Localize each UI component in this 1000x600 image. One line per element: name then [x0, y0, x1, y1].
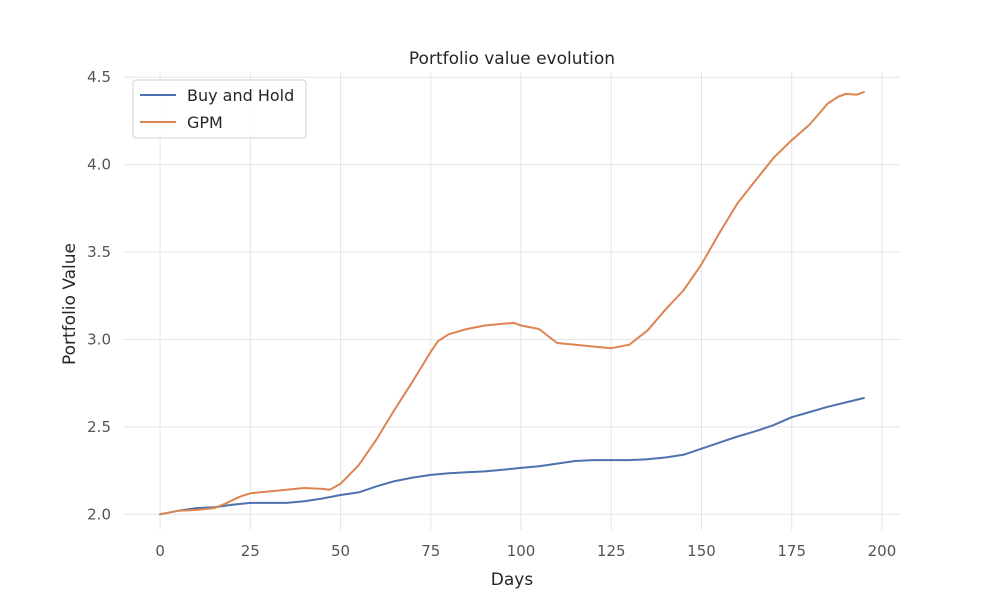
legend-label-buy-and-hold: Buy and Hold	[187, 86, 294, 105]
x-tick-label: 75	[421, 542, 440, 560]
y-tick-label: 3.0	[87, 330, 111, 348]
grid-lines	[124, 72, 900, 530]
y-tick-label: 2.0	[87, 505, 111, 523]
y-tick-label: 4.5	[87, 68, 111, 86]
x-axis-label: Days	[491, 570, 534, 590]
series-line-gpm	[159, 91, 865, 516]
legend: Buy and Hold GPM	[132, 79, 307, 139]
tick-labels: 0 25 50 75 100 125 150 175 200 2.0 2.5 3.0 3.5 4.0 4.5	[87, 68, 896, 560]
legend-box	[132, 79, 307, 139]
x-tick-label: 200	[868, 542, 897, 560]
legend-label-gpm: GPM	[187, 113, 223, 132]
x-tick-label: 25	[241, 542, 260, 560]
series-lines	[159, 91, 865, 516]
x-tick-label: 100	[507, 542, 536, 560]
y-axis-label: Portfolio Value	[60, 243, 80, 365]
x-tick-label: 50	[331, 542, 350, 560]
x-tick-label: 125	[597, 542, 626, 560]
y-tick-label: 4.0	[87, 156, 111, 174]
chart-title: Portfolio value evolution	[409, 49, 615, 69]
x-tick-label: 175	[777, 542, 806, 560]
x-tick-label: 0	[155, 542, 165, 560]
y-tick-label: 2.5	[87, 418, 111, 436]
x-tick-label: 150	[687, 542, 716, 560]
y-tick-label: 3.5	[87, 243, 111, 261]
series-line-buy-and-hold	[159, 397, 865, 516]
